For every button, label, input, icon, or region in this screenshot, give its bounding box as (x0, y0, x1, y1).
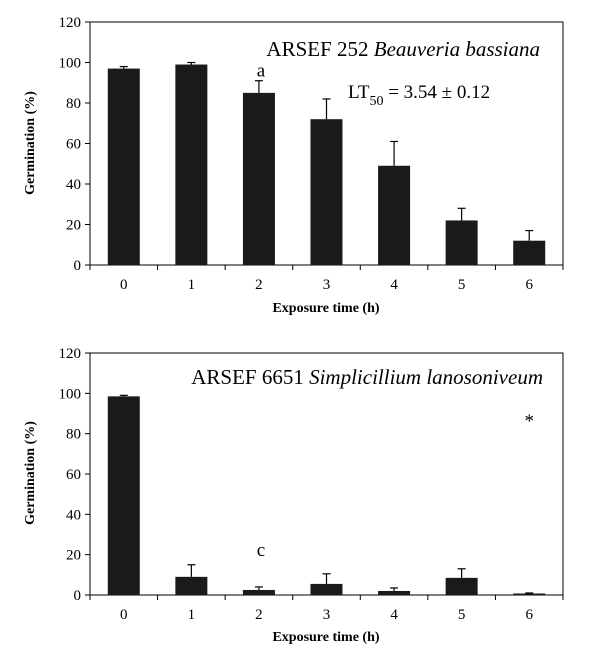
y-tick-label: 0 (74, 588, 82, 604)
x-tick-label: 1 (188, 607, 196, 623)
y-axis-title: Germination (%) (23, 421, 38, 525)
plot-frame (89, 352, 564, 596)
bar (513, 593, 546, 595)
x-tick-label: 0 (120, 607, 128, 623)
bar (107, 396, 140, 595)
chart-beauveria: ARSEF 252 Beauveria bassiana LT50 = 3.54… (23, 15, 564, 316)
y-tick-label: 60 (66, 137, 81, 153)
y-tick-label: 80 (66, 427, 81, 443)
significance-star: * (524, 411, 534, 432)
y-tick-label: 120 (59, 15, 82, 31)
x-tick-label: 1 (188, 277, 196, 293)
bar (445, 220, 478, 265)
bar (378, 590, 411, 595)
x-tick-label: 4 (390, 277, 398, 293)
x-tick-label: 5 (458, 277, 466, 293)
y-tick-label: 100 (59, 386, 82, 402)
bar (242, 589, 275, 595)
plot-area: 0 20 40 60 80 100 120 0 1 2 3 4 5 6 (59, 15, 564, 293)
bar (513, 240, 546, 265)
bar (310, 119, 343, 265)
y-tick-label: 20 (66, 218, 81, 234)
y-tick-label: 40 (66, 507, 81, 523)
y-tick-label: 40 (66, 177, 81, 193)
chart-title: ARSEF 252 Beauveria bassiana (266, 37, 540, 61)
significance-letter: a (257, 61, 266, 82)
x-tick-label: 4 (390, 607, 398, 623)
x-tick-label: 6 (525, 607, 533, 623)
bar (175, 576, 208, 595)
y-tick-label: 60 (66, 467, 81, 483)
y-tick-label: 100 (59, 56, 82, 72)
bar (310, 583, 343, 595)
x-tick-label: 3 (323, 607, 331, 623)
y-tick-label: 80 (66, 96, 81, 112)
significance-letter: c (257, 540, 265, 561)
x-tick-label: 5 (458, 607, 466, 623)
bar (175, 64, 208, 266)
lt50-annotation: LT50 = 3.54 ± 0.12 (348, 82, 490, 109)
chart-simplicillium: ARSEF 6651 Simplicillium lanosoniveum c … (23, 346, 564, 645)
y-axis-title: Germination (%) (23, 91, 38, 195)
bar (107, 68, 140, 265)
x-tick-label: 2 (255, 277, 263, 293)
x-tick-label: 2 (255, 607, 263, 623)
x-tick-label: 0 (120, 277, 128, 293)
x-tick-label: 3 (323, 277, 331, 293)
x-tick-label: 6 (525, 277, 533, 293)
x-axis-title: Exposure time (h) (272, 301, 379, 316)
x-axis-title: Exposure time (h) (272, 630, 379, 645)
y-tick-label: 120 (59, 346, 82, 362)
y-tick-label: 0 (74, 258, 82, 274)
bar (445, 577, 478, 595)
bar (242, 92, 275, 265)
plot-area: 0 20 40 60 80 100 120 0 1 2 3 4 5 6 (59, 346, 564, 623)
bar (378, 165, 411, 265)
chart-title: ARSEF 6651 Simplicillium lanosoniveum (191, 365, 543, 389)
y-tick-label: 20 (66, 548, 81, 564)
